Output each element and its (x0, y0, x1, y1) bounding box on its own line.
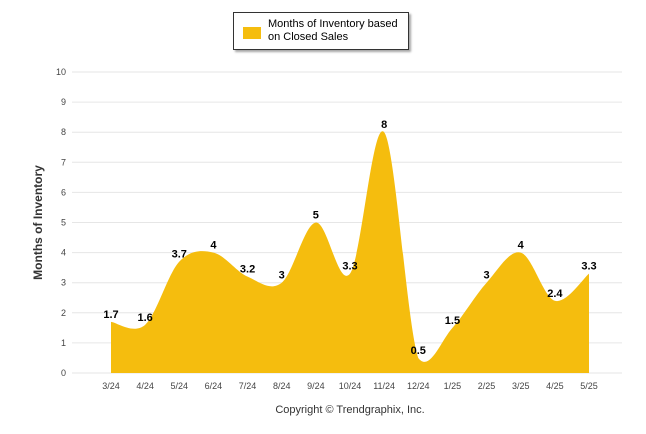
y-tick-label: 7 (61, 157, 66, 167)
data-label: 3.3 (342, 261, 357, 273)
data-label: 3.2 (240, 264, 255, 276)
data-label: 0.5 (411, 345, 426, 357)
x-tick-label: 9/24 (307, 381, 325, 391)
data-labels: 1.7 1.6 3.7 4 3.2 3 5 3.3 8 0.5 1.5 3 4 2.4 3.3 (103, 119, 596, 357)
x-tick-label: 10/24 (339, 381, 362, 391)
x-tick-label: 4/24 (136, 381, 154, 391)
legend: Months of Inventory based on Closed Sale… (233, 12, 409, 50)
y-tick-label: 6 (61, 187, 66, 197)
y-tick-label: 3 (61, 278, 66, 288)
x-tick-label: 3/25 (512, 381, 530, 391)
data-label: 1.7 (103, 309, 118, 321)
series-area-layer (111, 131, 589, 373)
y-tick-label: 8 (61, 127, 66, 137)
x-tick-label: 11/24 (373, 381, 395, 391)
y-tick-label: 9 (61, 97, 66, 107)
legend-label: Months of Inventory based on Closed Sale… (268, 18, 398, 43)
data-label: 8 (381, 119, 387, 131)
data-label: 3 (484, 270, 490, 282)
copyright-credit: Copyright © Trendgraphix, Inc. (275, 404, 424, 416)
y-axis-ticks: 0 1 2 3 4 5 6 7 8 9 10 (56, 67, 66, 378)
x-tick-label: 6/24 (205, 381, 223, 391)
y-tick-label: 0 (61, 368, 66, 378)
series-area (111, 131, 589, 373)
data-label: 4 (518, 240, 525, 252)
y-tick-label: 5 (61, 218, 66, 228)
x-tick-label: 7/24 (239, 381, 257, 391)
data-label: 3.3 (581, 261, 596, 273)
legend-swatch (243, 27, 261, 39)
data-label: 4 (210, 240, 217, 252)
data-label: 1.6 (137, 312, 152, 324)
y-tick-label: 2 (61, 308, 66, 318)
y-tick-label: 1 (61, 338, 66, 348)
x-axis-ticks: 3/24 4/24 5/24 6/24 7/24 8/24 9/24 10/24 11/24 12… (102, 381, 598, 391)
y-tick-label: 4 (61, 248, 66, 258)
x-tick-label: 1/25 (444, 381, 462, 391)
x-tick-label: 5/24 (171, 381, 189, 391)
x-tick-label: 4/25 (546, 381, 564, 391)
x-tick-label: 12/24 (407, 381, 430, 391)
data-label: 1.5 (445, 315, 460, 327)
y-axis-title: Months of Inventory (31, 165, 45, 280)
data-label: 2.4 (547, 288, 563, 300)
data-label: 3.7 (172, 249, 187, 261)
x-tick-label: 5/25 (580, 381, 598, 391)
data-label: 5 (313, 210, 319, 222)
x-tick-label: 2/25 (478, 381, 496, 391)
y-tick-label: 10 (56, 67, 66, 77)
x-tick-label: 8/24 (273, 381, 291, 391)
data-label: 3 (279, 270, 285, 282)
x-tick-label: 3/24 (102, 381, 120, 391)
